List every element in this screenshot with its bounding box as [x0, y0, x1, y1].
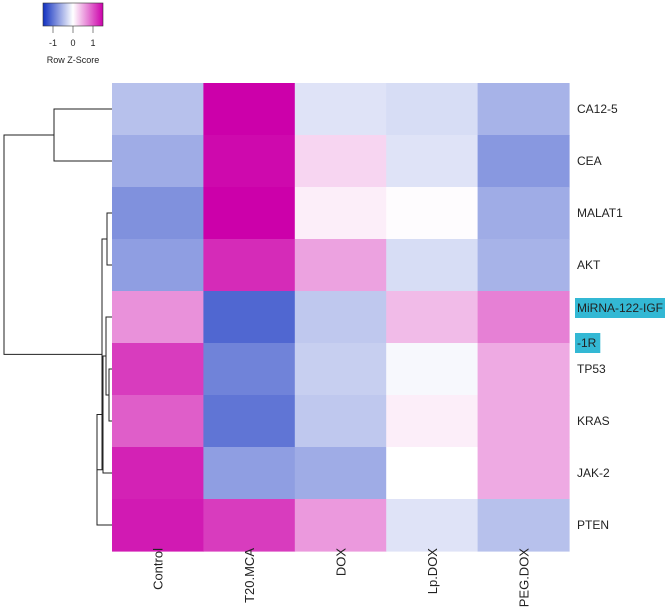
- row-label: MALAT1: [577, 206, 623, 220]
- heatmap-cell: [203, 239, 296, 292]
- heatmap-cell: [294, 395, 387, 448]
- heatmap-cell: [477, 239, 570, 292]
- heatmap-cell: [477, 499, 570, 552]
- row-label: PTEN: [577, 518, 609, 532]
- heatmap-cell: [203, 83, 296, 136]
- heatmap-cell: [477, 343, 570, 396]
- column-label: Control: [151, 548, 166, 590]
- heatmap-cell: [112, 187, 204, 240]
- heatmap-cell: [477, 135, 570, 188]
- row-label: AKT: [577, 258, 601, 272]
- heatmap-cell: [203, 135, 296, 188]
- heatmap-cell: [112, 83, 204, 136]
- heatmap-cell: [477, 187, 570, 240]
- row-label: CEA: [577, 154, 602, 168]
- heatmap-cell: [112, 135, 204, 188]
- dendrogram-branch: [106, 212, 112, 266]
- heatmap-cell: [294, 291, 387, 344]
- heatmap-cell: [477, 395, 570, 448]
- column-label: DOX: [334, 548, 349, 577]
- heatmap-cell: [386, 239, 479, 292]
- row-labels: CA12-5 CEA MALAT1 AKT MiRNA-122-IGF -1R TP53 KR…: [577, 102, 663, 532]
- dendrogram-branch: [3, 134, 102, 355]
- heatmap-cell: [477, 447, 570, 500]
- heatmap-cell: [203, 187, 296, 240]
- heatmap-cell: [112, 499, 204, 552]
- heatmap-cell: [112, 291, 204, 344]
- heatmap-grid: [112, 83, 570, 552]
- heatmap-cell: [294, 187, 387, 240]
- dendrogram-branch: [108, 368, 112, 422]
- heatmap-cell: [203, 395, 296, 448]
- color-key-title: Row Z-Score: [47, 55, 100, 65]
- column-label: PEG.DOX: [516, 548, 531, 608]
- heatmap-cell: [203, 291, 296, 344]
- heatmap-cell: [112, 447, 204, 500]
- heatmap-cell: [294, 499, 387, 552]
- heatmap-cell: [294, 135, 387, 188]
- column-label: Lp.DOX: [425, 548, 440, 595]
- dendrogram-branch: [102, 355, 112, 474]
- color-key-tick-label: 0: [70, 38, 75, 48]
- row-label: KRAS: [577, 414, 610, 428]
- heatmap-cell: [386, 291, 479, 344]
- row-label: TP53: [577, 362, 606, 376]
- column-label: T20.MCA: [242, 548, 257, 603]
- row-dendrogram: [3, 108, 112, 526]
- heatmap-cell: [112, 343, 204, 396]
- row-label: CA12-5: [577, 102, 618, 116]
- heatmap-cell: [386, 395, 479, 448]
- heatmap-cell: [112, 239, 204, 292]
- heatmap-cell: [386, 343, 479, 396]
- heatmap-cell: [386, 83, 479, 136]
- row-label-highlight: [575, 298, 665, 318]
- column-labels: Control T20.MCA DOX Lp.DOX PEG.DOX: [151, 548, 532, 608]
- row-label: JAK-2: [577, 466, 610, 480]
- dendrogram-branch: [53, 108, 112, 162]
- heatmap-cell: [294, 239, 387, 292]
- heatmap-cell: [386, 187, 479, 240]
- heatmap-cell: [112, 395, 204, 448]
- heatmap-cell: [203, 499, 296, 552]
- color-key-tick-label: -1: [49, 38, 57, 48]
- heatmap-cell: [477, 291, 570, 344]
- heatmap-cell: [294, 343, 387, 396]
- color-key: -1 0 1 Row Z-Score: [42, 2, 104, 65]
- heatmap-cell: [203, 343, 296, 396]
- color-key-tick-label: 1: [90, 38, 95, 48]
- row-label: -1R: [577, 336, 597, 350]
- row-label-highlight: [575, 333, 601, 353]
- color-key-bar: [42, 2, 104, 27]
- heatmap-cell: [203, 447, 296, 500]
- heatmap-cell: [386, 499, 479, 552]
- heatmap-cell: [477, 83, 570, 136]
- heatmap-cell: [386, 135, 479, 188]
- heatmap-cell: [386, 447, 479, 500]
- heatmap-cell: [294, 447, 387, 500]
- row-label: MiRNA-122-IGF: [577, 301, 663, 315]
- heatmap-cell: [294, 83, 387, 136]
